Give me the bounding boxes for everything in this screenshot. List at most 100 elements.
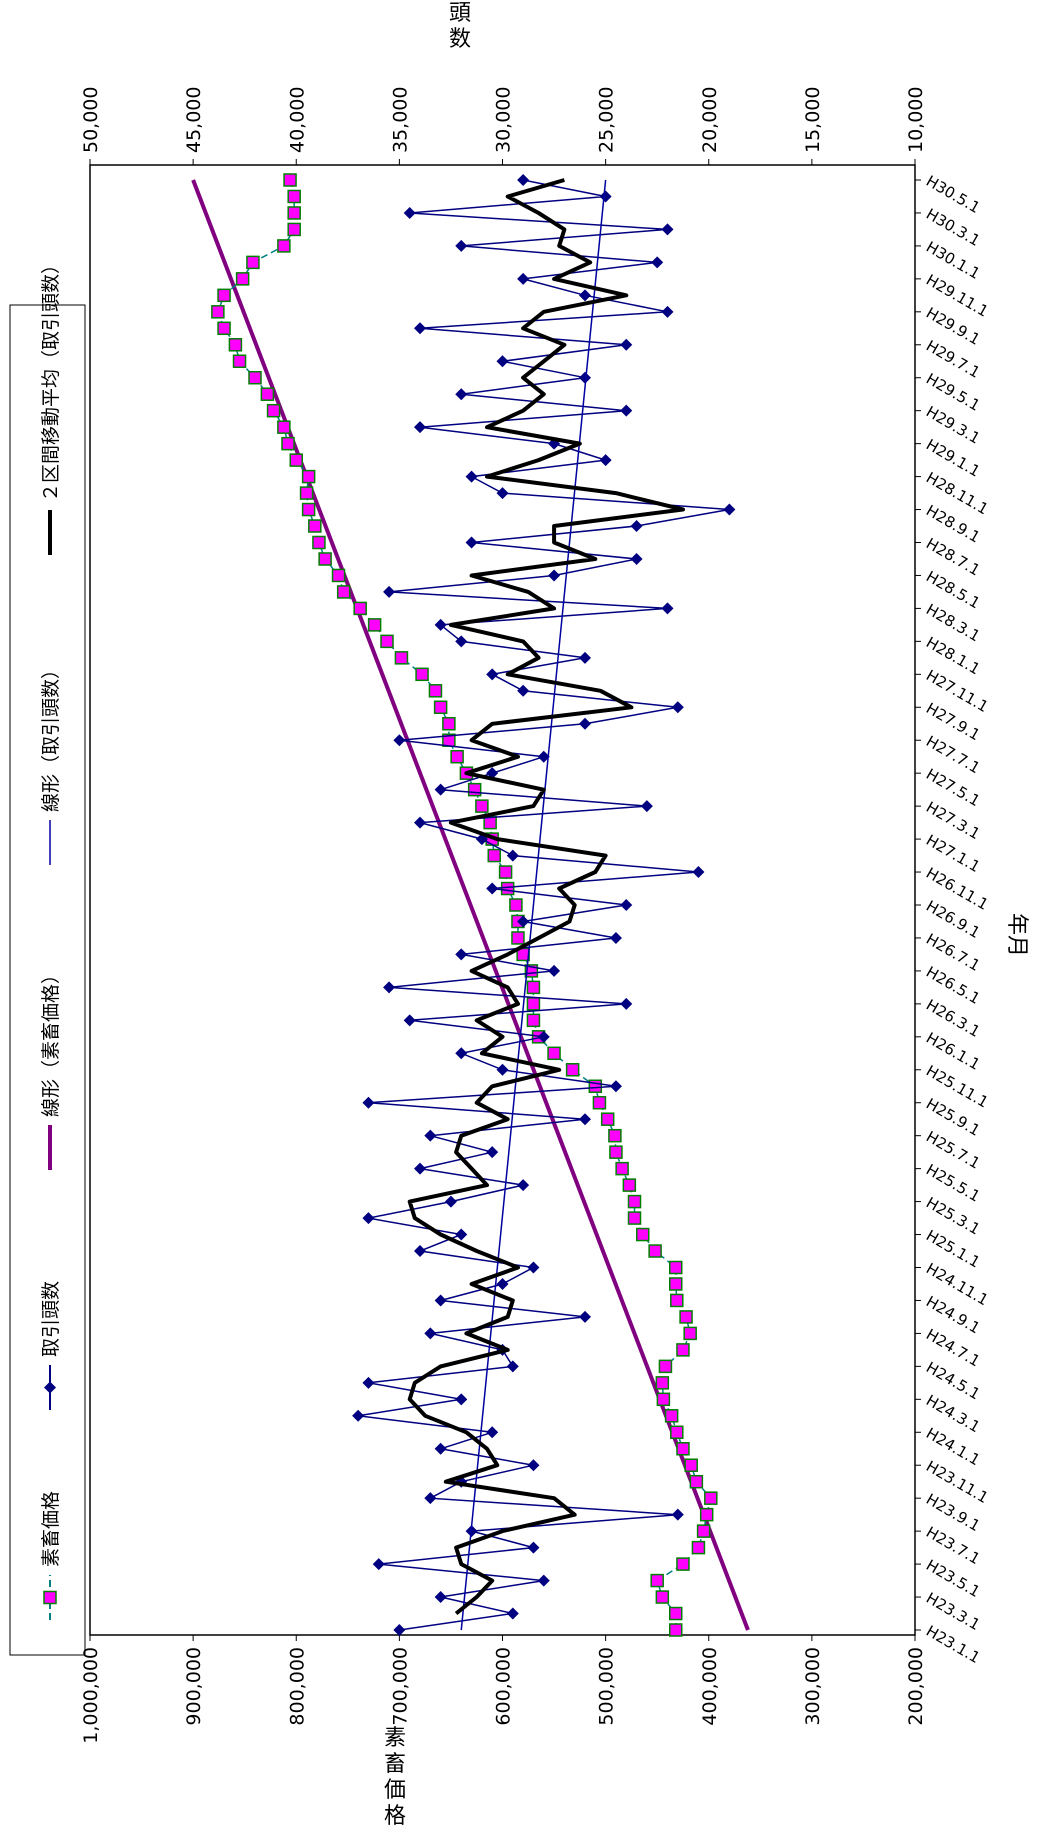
price-point — [301, 469, 316, 484]
price-point — [217, 321, 231, 336]
legend-label: ２区間移動平均（取引頭数） — [40, 255, 62, 502]
head-count-point — [496, 1277, 509, 1290]
head-count-point — [486, 1426, 499, 1439]
head-count-point — [599, 454, 612, 467]
y-right-tick-label: 20,000 — [699, 87, 721, 153]
price-point — [526, 1013, 541, 1028]
price-point — [487, 848, 501, 863]
head-count-point — [609, 931, 622, 944]
y-left-tick-label: 300,000 — [802, 1647, 824, 1726]
y-right-tick-label: 50,000 — [80, 87, 102, 153]
price-point — [704, 1491, 718, 1505]
head-count-point — [455, 1393, 468, 1406]
head-count-point — [579, 717, 591, 730]
price-point — [592, 1095, 607, 1110]
price-point — [670, 1293, 684, 1308]
price-point — [627, 1211, 642, 1225]
y-left-tick-label: 800,000 — [286, 1647, 308, 1726]
price-point — [353, 601, 367, 616]
head-count-point — [352, 1409, 365, 1422]
head-count-point — [548, 569, 561, 582]
y-right-tick-label: 15,000 — [802, 87, 824, 153]
price-point — [336, 585, 351, 599]
y-left-tick-label: 200,000 — [905, 1647, 927, 1726]
price-point — [648, 1244, 662, 1258]
price-point — [670, 1425, 684, 1440]
legend: 素畜価格 取引頭数 線形（素畜価格） 線形（取引頭数） ２区間移動平均（取引頭数） — [9, 255, 86, 1656]
price-point — [467, 782, 482, 797]
legend-label: 素畜価格 — [40, 1491, 62, 1567]
head-count-point — [424, 1129, 437, 1142]
y-left-tick-label: 700,000 — [389, 1647, 411, 1726]
y-right-tick-label: 35,000 — [389, 87, 411, 153]
y-left-tick-label: 1,000,000 — [80, 1647, 102, 1744]
legend-box — [9, 304, 86, 1656]
price-point — [277, 239, 291, 253]
head-count-point — [465, 470, 478, 483]
price-point — [658, 1359, 673, 1374]
head-count-point — [424, 1327, 437, 1340]
price-point — [235, 272, 250, 286]
head-count-point — [455, 1047, 468, 1060]
head-count-point — [414, 1245, 426, 1258]
moving-average-line — [407, 178, 685, 1616]
head-count-point — [434, 783, 447, 796]
head-count-point — [455, 1228, 468, 1241]
head-count-point — [496, 487, 509, 500]
price-point — [281, 436, 295, 451]
head-count-point — [455, 948, 468, 961]
head-count-point — [671, 1508, 684, 1521]
head-count-point — [403, 1014, 416, 1027]
head-count-point — [537, 750, 550, 763]
head-count-point — [527, 1261, 540, 1274]
price-point — [565, 1063, 580, 1077]
y-left-tick-label: 500,000 — [596, 1647, 618, 1726]
price-point — [331, 568, 346, 583]
head-count-point — [661, 223, 674, 236]
price-point — [318, 552, 332, 566]
plot-area — [89, 164, 916, 1636]
head-count-point — [393, 734, 406, 747]
head-count-point — [620, 404, 633, 417]
price-point — [689, 1474, 704, 1489]
price-point — [246, 255, 260, 270]
head-count-point — [527, 1541, 540, 1554]
head-count-point — [362, 1212, 375, 1225]
head-count-point — [661, 602, 674, 615]
head-count-point — [609, 1080, 622, 1093]
head-count-point — [434, 618, 447, 631]
price-point — [650, 1573, 664, 1588]
head-count-point — [671, 701, 684, 714]
x-axis-title: 年月 — [1004, 913, 1029, 957]
price-point — [283, 173, 297, 187]
price-point — [691, 1540, 706, 1555]
price-point — [669, 1623, 683, 1637]
head-count-point — [383, 585, 396, 598]
head-count-point — [640, 800, 653, 813]
price-point — [500, 881, 515, 896]
head-count-point — [599, 190, 612, 203]
price-point — [277, 420, 291, 434]
head-count-point — [465, 536, 478, 549]
head-count-point — [362, 1096, 375, 1109]
head-count-point — [372, 1558, 385, 1571]
head-count-point — [517, 684, 530, 697]
head-count-point — [579, 371, 591, 384]
price-point — [287, 206, 301, 220]
price-point — [266, 403, 281, 418]
price-point — [442, 717, 456, 731]
head-count-point — [414, 816, 426, 829]
y-right-tick-label: 30,000 — [493, 87, 515, 153]
trend-line-head-count — [460, 179, 607, 1631]
head-count-point — [620, 338, 633, 351]
head-count-point — [537, 1030, 550, 1043]
head-count-point — [579, 1310, 591, 1323]
head-count-point — [527, 1459, 540, 1472]
head-count-point — [579, 289, 591, 302]
price-point — [217, 288, 231, 303]
price-point — [609, 1145, 623, 1159]
head-count-point — [630, 552, 643, 565]
head-count-point — [548, 964, 561, 977]
head-count-point — [661, 305, 674, 318]
